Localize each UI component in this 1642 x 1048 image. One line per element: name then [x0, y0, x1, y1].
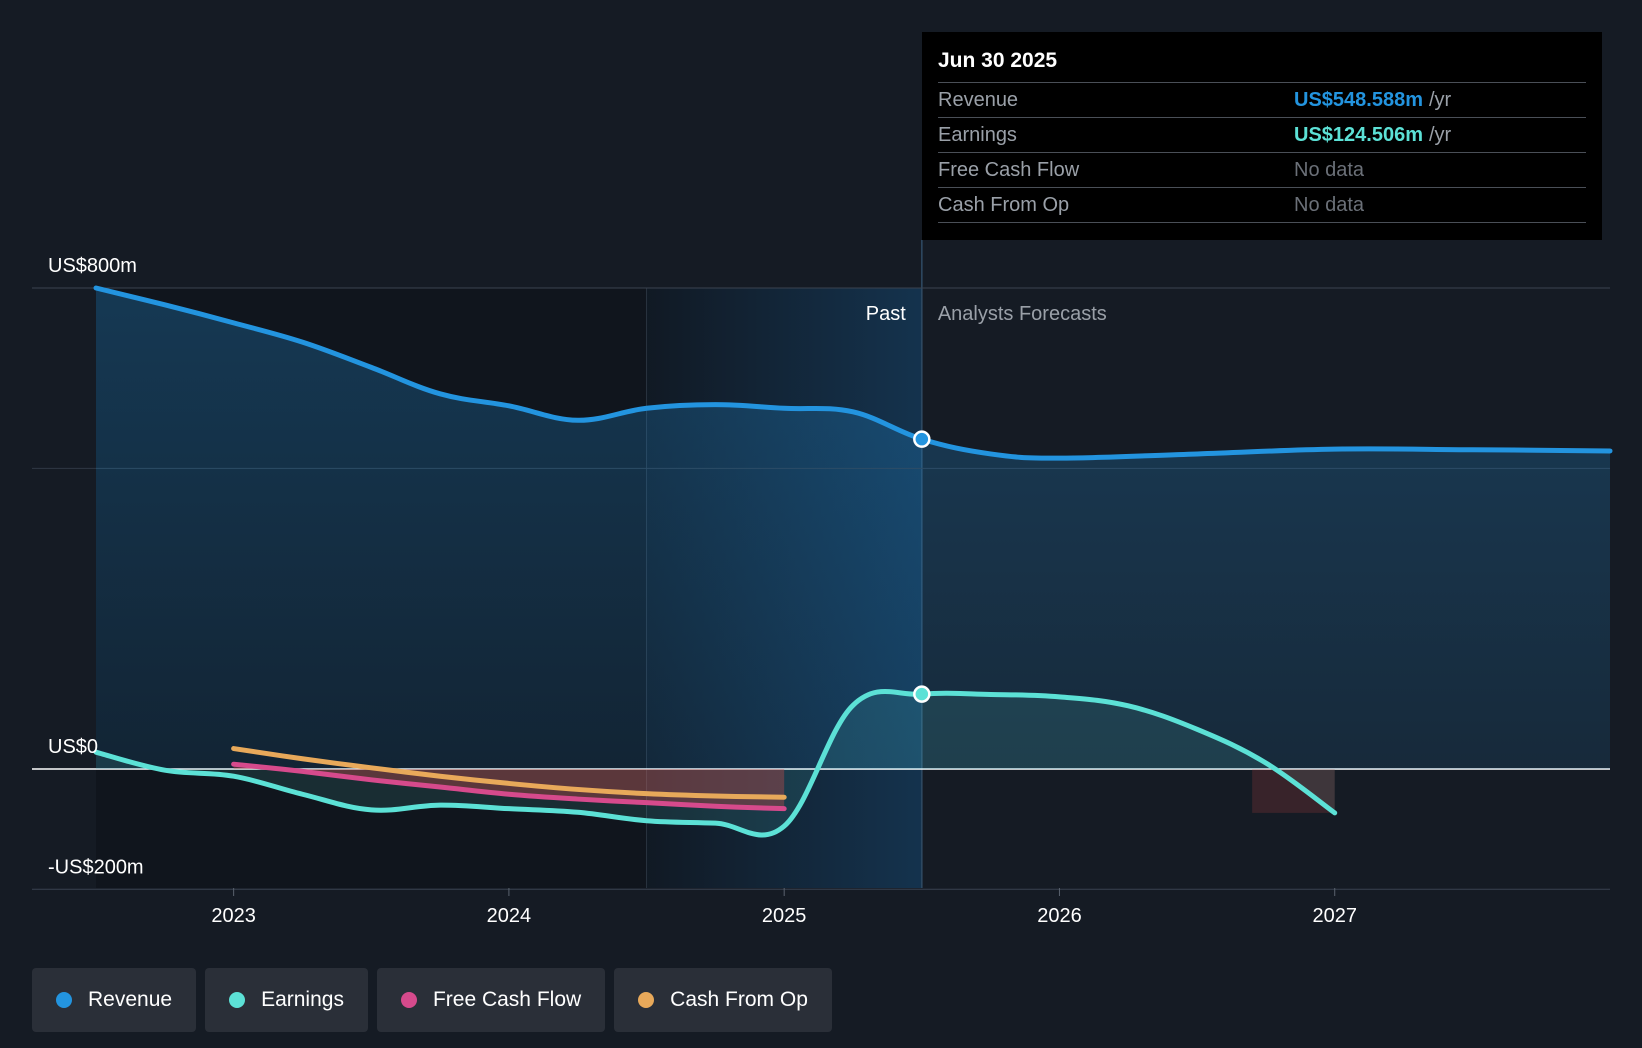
legend-dot-icon — [229, 992, 246, 1008]
legend-label: Cash From Op — [670, 988, 808, 1011]
revenue-area — [96, 288, 1610, 769]
tooltip-row-revenue: Revenue US$548.588m /yr — [938, 83, 1586, 118]
free-cash-flow-line — [231, 761, 787, 812]
x-tick-label: 2027 — [1312, 905, 1357, 927]
tooltip-unit: /yr — [1428, 89, 1452, 111]
x-tick-label: 2025 — [762, 905, 807, 927]
legend-dot-icon — [638, 992, 655, 1008]
x-tick-label: 2024 — [487, 905, 532, 927]
tooltip-label: Free Cash Flow — [938, 159, 1080, 181]
tooltip-value: US$124.506m — [1294, 124, 1423, 146]
legend-label: Free Cash Flow — [432, 988, 582, 1011]
y-axis-label: US$800m — [48, 255, 137, 277]
past-label: Past — [866, 303, 906, 325]
revenue-marker — [913, 430, 931, 448]
chart-legend: Revenue Earnings Free Cash Flow Cash Fro… — [32, 968, 832, 1032]
tooltip-label: Cash From Op — [938, 194, 1070, 216]
earnings-line — [93, 689, 1338, 838]
tooltip-date: Jun 30 2025 — [938, 46, 1586, 83]
y-axis-label: -US$200m — [48, 856, 144, 878]
earnings-area — [96, 691, 1335, 836]
legend-dot-icon — [56, 992, 72, 1008]
forecast-label: Analysts Forecasts — [938, 303, 1107, 325]
legend-item-revenue[interactable]: Revenue — [32, 968, 197, 1032]
tooltip-unit: /yr — [1428, 124, 1452, 146]
tooltip-value: No data — [1294, 194, 1365, 216]
legend-item-cash-from-op[interactable]: Cash From Op — [614, 968, 832, 1032]
tooltip-row-free-cash-flow: Free Cash Flow No data — [938, 153, 1586, 188]
tooltip-row-earnings: Earnings US$124.506m /yr — [938, 118, 1586, 153]
tooltip-label: Revenue — [938, 89, 1019, 111]
negative-cash-area — [233, 764, 785, 809]
x-tick-label: 2026 — [1037, 905, 1082, 927]
legend-label: Earnings — [261, 988, 344, 1011]
legend-item-free-cash-flow[interactable]: Free Cash Flow — [376, 968, 606, 1032]
cash-from-op-line — [231, 746, 787, 800]
tooltip-value: US$548.588m — [1294, 89, 1423, 111]
earnings-marker — [913, 685, 931, 703]
y-axis-label: US$0 — [48, 736, 98, 758]
tooltip-label: Earnings — [938, 124, 1017, 146]
revenue-line — [93, 285, 1613, 461]
tooltip-value: No data — [1294, 159, 1365, 181]
hover-tooltip: Jun 30 2025 Revenue US$548.588m /yr Earn… — [922, 32, 1602, 240]
legend-dot-icon — [400, 992, 417, 1008]
x-tick-label: 2023 — [211, 905, 256, 927]
tooltip-row-cash-from-op: Cash From Op No data — [938, 188, 1586, 223]
legend-label: Revenue — [88, 988, 173, 1011]
legend-item-earnings[interactable]: Earnings — [205, 968, 368, 1032]
